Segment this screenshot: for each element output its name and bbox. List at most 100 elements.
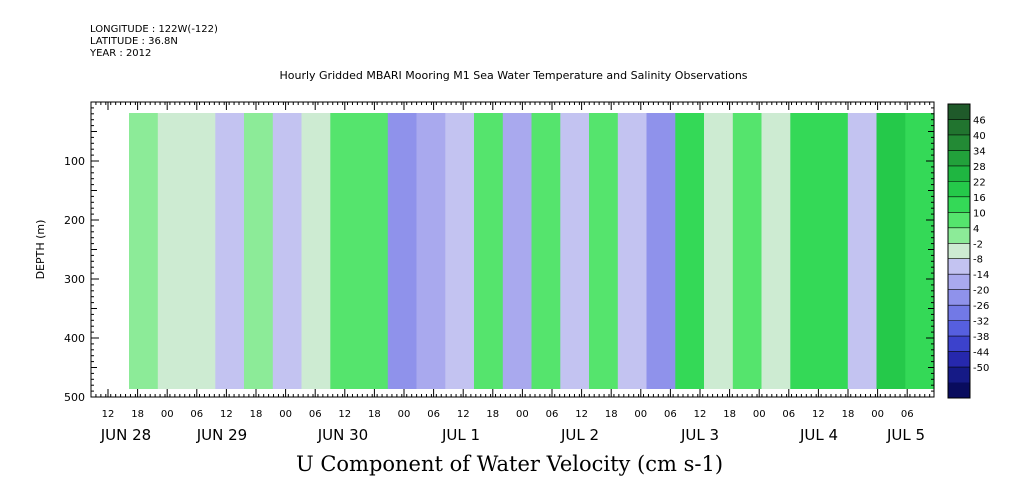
- heatmap-cell: [675, 113, 705, 389]
- colorbar-label: U Component of Water Velocity (cm s-1): [295, 452, 724, 476]
- y-axis-label: DEPTH (m): [34, 220, 47, 280]
- x-hour-label: 00: [871, 409, 884, 420]
- heatmap-cell: [876, 113, 906, 389]
- x-hour-label: 18: [605, 409, 618, 420]
- y-tick-label: 300: [64, 273, 85, 286]
- colorbar-swatch: [948, 274, 970, 290]
- year-label: YEAR : 2012: [90, 48, 152, 59]
- x-hour-label: 12: [220, 409, 233, 420]
- x-hour-label: 18: [131, 409, 144, 420]
- heatmap-cell: [157, 113, 188, 389]
- colorbar-swatch: [948, 134, 970, 151]
- heatmap-cell: [905, 113, 935, 389]
- x-hour-label: 18: [486, 409, 499, 420]
- x-day-label: JUL 3: [680, 426, 719, 444]
- x-day-label: JUL 5: [886, 426, 925, 444]
- x-day-label: JUL 1: [441, 426, 480, 444]
- colorbar-swatch: [948, 196, 970, 213]
- colorbar-swatch: [948, 367, 970, 383]
- colorbar-level-label: 46: [973, 115, 986, 126]
- colorbar-swatch: [948, 212, 970, 229]
- heatmap-cell: [732, 113, 763, 389]
- colorbar-swatch: [948, 336, 970, 352]
- colorbar-level-label: 4: [973, 224, 979, 235]
- x-hour-label: 18: [723, 409, 736, 420]
- colorbar-swatch: [948, 165, 970, 182]
- heatmap-cell: [761, 113, 791, 389]
- x-day-label: JUL 2: [560, 426, 599, 444]
- colorbar-swatch: [948, 305, 970, 321]
- x-hour-label: 18: [250, 409, 263, 420]
- heatmap-cell: [704, 113, 734, 389]
- x-hour-label: 00: [634, 409, 647, 420]
- header-info: LONGITUDE : 122W(-122) LATITUDE : 36.8N …: [90, 24, 218, 60]
- colorbar-frame: [947, 103, 971, 399]
- heatmap-cell: [560, 113, 590, 389]
- colorbar-level-label: -26: [973, 301, 989, 312]
- x-hour-label: 18: [368, 409, 381, 420]
- x-hour-label: 00: [279, 409, 292, 420]
- y-tick-label: 400: [64, 332, 85, 345]
- x-hour-label: 00: [753, 409, 766, 420]
- colorbar-level-label: -44: [973, 348, 989, 359]
- heatmap-cell: [445, 113, 475, 389]
- colorbar-swatch: [948, 243, 970, 260]
- heatmap-cell: [215, 113, 245, 389]
- heatmap-cell: [617, 113, 648, 389]
- y-tick-label: 500: [64, 391, 85, 404]
- heatmap-cell: [502, 113, 533, 389]
- colorbar-level-label: -20: [973, 286, 989, 297]
- x-hour-label: 00: [516, 409, 529, 420]
- x-hour-label: 06: [190, 409, 203, 420]
- colorbar-level-label: -8: [973, 255, 983, 266]
- heatmap-cell: [790, 113, 820, 389]
- heatmap-cell: [531, 113, 561, 389]
- colorbar-level-label: 16: [973, 193, 986, 204]
- x-hour-label: 06: [546, 409, 559, 420]
- x-hour-label: 06: [782, 409, 795, 420]
- heatmap-cell: [330, 113, 360, 389]
- heatmap-cell: [847, 113, 878, 389]
- x-day-label: JUN 29: [196, 426, 247, 444]
- colorbar-swatch: [948, 227, 970, 244]
- heatmap-cell: [589, 113, 619, 389]
- heatmap-cell: [272, 113, 303, 389]
- colorbar-level-label: -38: [973, 332, 989, 343]
- colorbar-level-label: 40: [973, 131, 986, 142]
- heatmap-cell: [244, 113, 274, 389]
- x-hour-label: 06: [427, 409, 440, 420]
- x-hour-label: 12: [575, 409, 588, 420]
- heatmap-cell: [129, 113, 159, 389]
- heatmap-cell: [387, 113, 418, 389]
- heatmap-cell: [474, 113, 504, 389]
- colorbar-level-label: 28: [973, 162, 986, 173]
- x-hour-label: 12: [694, 409, 707, 420]
- colorbar-swatch: [948, 119, 970, 136]
- colorbar-swatch: [948, 320, 970, 337]
- colorbar-swatch: [948, 258, 970, 275]
- colorbar-level-label: -50: [973, 363, 989, 374]
- y-tick-label: 100: [64, 155, 85, 168]
- x-day-label: JUN 30: [317, 426, 368, 444]
- x-hour-label: 06: [309, 409, 322, 420]
- colorbar-swatch: [948, 150, 970, 167]
- heatmap-cell: [359, 113, 389, 389]
- x-hour-label: 12: [812, 409, 825, 420]
- colorbar-swatch: [948, 181, 970, 198]
- x-hour-label: 12: [457, 409, 470, 420]
- colorbar-swatch: [948, 104, 970, 120]
- x-hour-label: 06: [901, 409, 914, 420]
- heatmap-cell: [301, 113, 331, 389]
- colorbar-swatch: [948, 351, 970, 368]
- colorbar-level-label: -2: [973, 239, 983, 250]
- x-hour-label: 00: [398, 409, 411, 420]
- x-hour-label: 06: [664, 409, 677, 420]
- x-day-label: JUN 28: [100, 426, 151, 444]
- latitude-label: LATITUDE : 36.8N: [90, 36, 178, 47]
- x-hour-label: 00: [161, 409, 174, 420]
- colorbar-level-label: 22: [973, 177, 986, 188]
- colorbar-level-label: -14: [973, 270, 989, 281]
- x-hour-label: 18: [842, 409, 855, 420]
- colorbar-swatch: [948, 382, 970, 399]
